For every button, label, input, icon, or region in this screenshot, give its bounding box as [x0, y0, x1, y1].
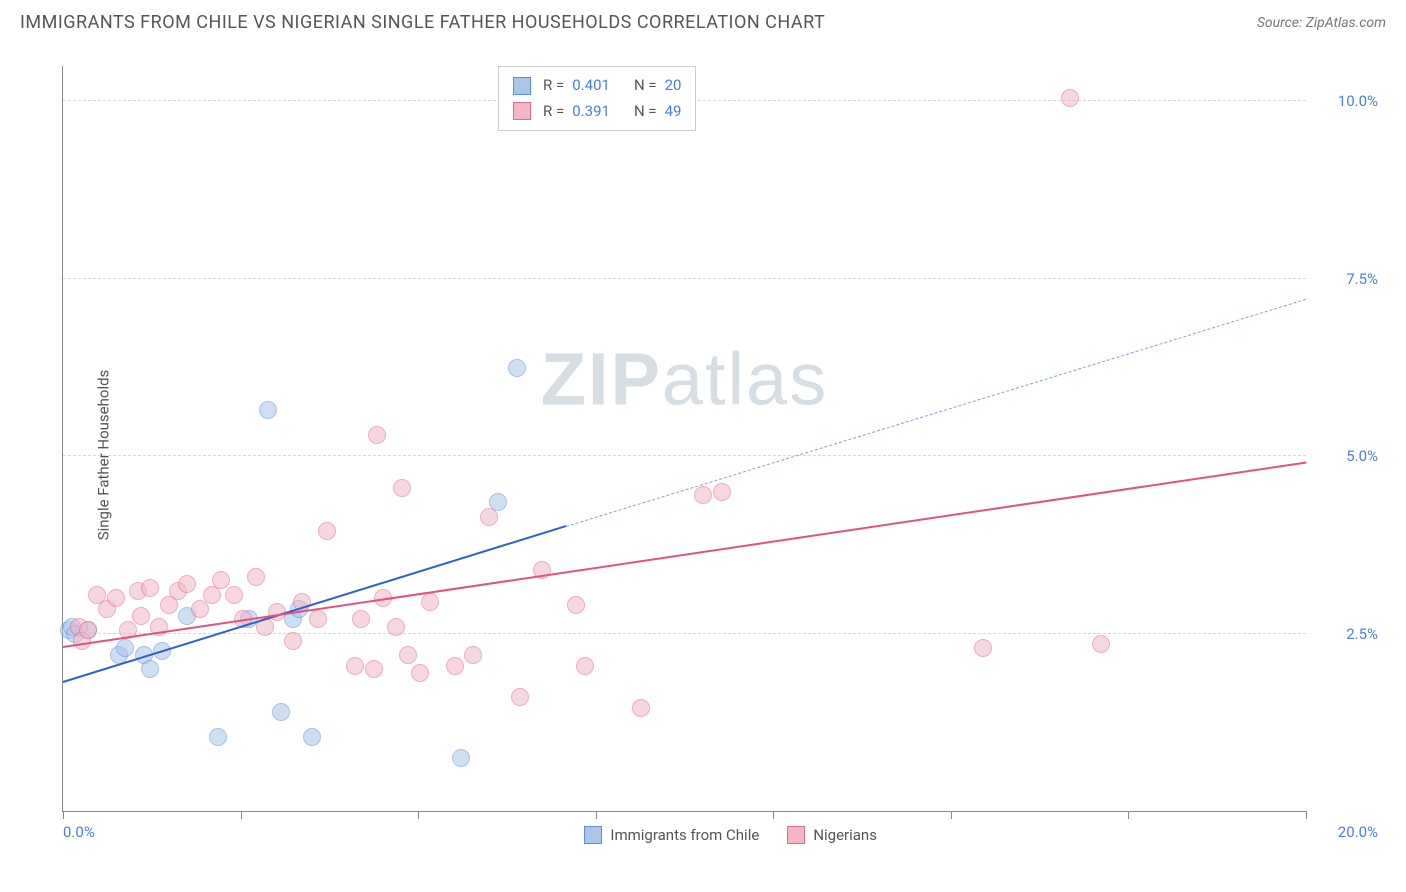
- data-point: [132, 607, 150, 625]
- data-point: [141, 579, 159, 597]
- legend-swatch-chile: [584, 826, 602, 844]
- legend-label-chile: Immigrants from Chile: [610, 826, 759, 844]
- correlation-legend: R = 0.401 N = 20 R = 0.391 N = 49: [498, 66, 696, 131]
- data-point: [225, 586, 243, 604]
- r-value-chile: 0.401: [572, 73, 610, 99]
- r-label: R =: [543, 99, 564, 125]
- x-axis-min-label: 0.0%: [63, 823, 95, 841]
- data-point: [567, 596, 585, 614]
- data-point: [576, 657, 594, 675]
- data-point: [632, 699, 650, 717]
- gridline: [63, 455, 1306, 456]
- data-point: [387, 618, 405, 636]
- data-point: [116, 639, 134, 657]
- chart-source: Source: ZipAtlas.com: [1257, 15, 1386, 31]
- data-point: [309, 610, 327, 628]
- data-point: [272, 703, 290, 721]
- trend-line: [63, 525, 567, 683]
- gridline: [63, 633, 1306, 634]
- data-point: [446, 657, 464, 675]
- x-tick: [596, 811, 597, 819]
- n-value-chile: 20: [665, 73, 682, 99]
- data-point: [107, 589, 125, 607]
- x-axis-max-label: 20.0%: [1338, 823, 1378, 841]
- legend-item-chile: Immigrants from Chile: [584, 826, 759, 844]
- data-point: [974, 639, 992, 657]
- data-point: [1061, 89, 1079, 107]
- y-tick-label: 2.5%: [1346, 625, 1378, 643]
- watermark: ZIPatlas: [541, 336, 828, 421]
- data-point: [511, 688, 529, 706]
- n-value-nigerians: 49: [665, 99, 682, 125]
- data-point: [480, 508, 498, 526]
- data-point: [191, 600, 209, 618]
- x-tick: [773, 811, 774, 819]
- data-point: [393, 479, 411, 497]
- n-label: N =: [634, 73, 657, 99]
- correlation-row-nigerians: R = 0.391 N = 49: [513, 99, 681, 125]
- watermark-zip: ZIP: [541, 337, 662, 420]
- data-point: [411, 664, 429, 682]
- n-label: N =: [634, 99, 657, 125]
- x-tick: [418, 811, 419, 819]
- r-value-nigerians: 0.391: [572, 99, 610, 125]
- data-point: [178, 575, 196, 593]
- data-point: [713, 483, 731, 501]
- x-tick: [241, 811, 242, 819]
- data-point: [1092, 635, 1110, 653]
- y-tick-label: 5.0%: [1346, 447, 1378, 465]
- legend-swatch-nigerians: [787, 826, 805, 844]
- y-tick-label: 10.0%: [1338, 92, 1378, 110]
- swatch-chile: [513, 77, 531, 95]
- data-point: [421, 593, 439, 611]
- x-tick: [63, 811, 64, 819]
- data-point: [284, 632, 302, 650]
- r-label: R =: [543, 73, 564, 99]
- data-point: [318, 522, 336, 540]
- legend-label-nigerians: Nigerians: [813, 826, 877, 844]
- y-tick-label: 7.5%: [1346, 270, 1378, 288]
- data-point: [141, 660, 159, 678]
- data-point: [452, 749, 470, 767]
- trend-line: [566, 299, 1306, 527]
- data-point: [259, 401, 277, 419]
- data-point: [508, 359, 526, 377]
- data-point: [464, 646, 482, 664]
- watermark-atlas: atlas: [662, 337, 828, 420]
- data-point: [209, 728, 227, 746]
- chart-header: IMMIGRANTS FROM CHILE VS NIGERIAN SINGLE…: [0, 0, 1406, 41]
- data-point: [79, 621, 97, 639]
- data-point: [368, 426, 386, 444]
- chart-title: IMMIGRANTS FROM CHILE VS NIGERIAN SINGLE…: [20, 12, 825, 33]
- data-point: [303, 728, 321, 746]
- data-point: [365, 660, 383, 678]
- data-point: [346, 657, 364, 675]
- correlation-row-chile: R = 0.401 N = 20: [513, 73, 681, 99]
- x-tick: [1306, 811, 1307, 819]
- series-legend: Immigrants from Chile Nigerians: [584, 826, 877, 844]
- data-point: [694, 486, 712, 504]
- gridline: [63, 278, 1306, 279]
- data-point: [247, 568, 265, 586]
- x-tick: [1128, 811, 1129, 819]
- chart-container: Single Father Households ZIPatlas R = 0.…: [50, 48, 1386, 862]
- x-tick: [951, 811, 952, 819]
- plot-area: ZIPatlas R = 0.401 N = 20 R = 0.391 N = …: [62, 66, 1306, 812]
- legend-item-nigerians: Nigerians: [787, 826, 877, 844]
- data-point: [352, 610, 370, 628]
- swatch-nigerians: [513, 102, 531, 120]
- data-point: [399, 646, 417, 664]
